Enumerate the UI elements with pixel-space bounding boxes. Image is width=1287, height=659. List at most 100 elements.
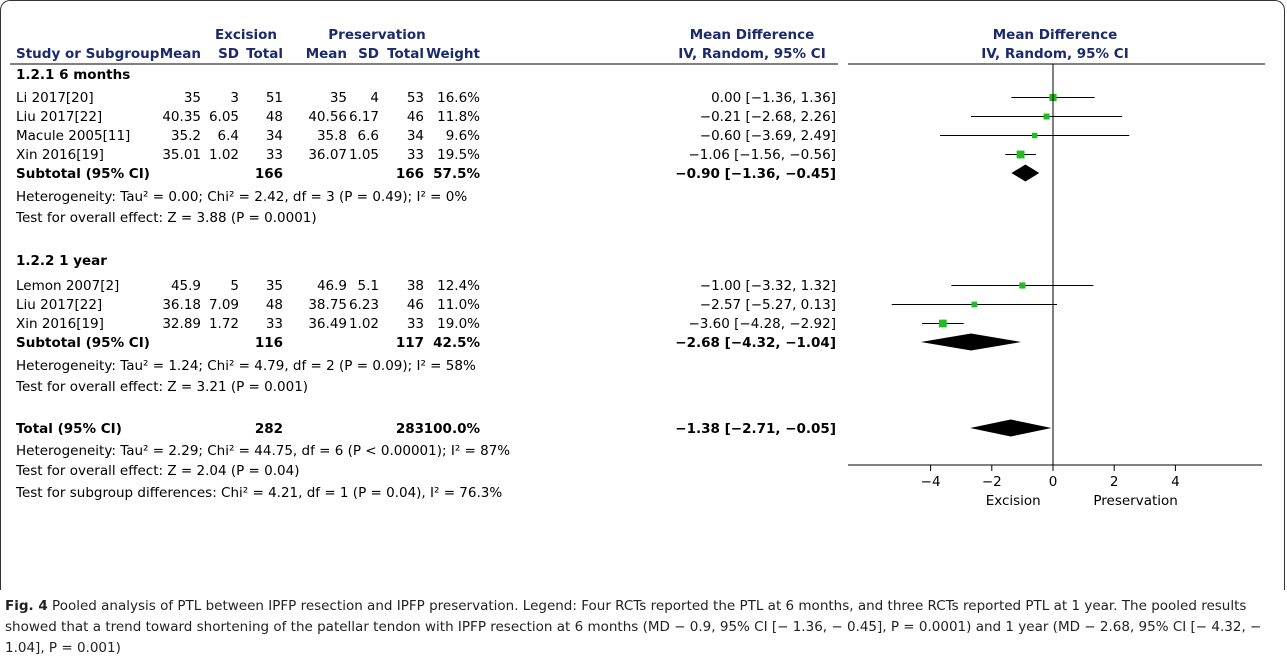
header-col-weight: Weight — [426, 46, 480, 62]
sg1-row-2-study: Xin 2016[19] — [16, 316, 104, 332]
sg1-subtotal-weight: 42.5% — [433, 335, 480, 351]
header-col-sd-preservation: SD — [358, 46, 379, 62]
x-tick-label-4: 4 — [1171, 474, 1180, 490]
sg0-row-3-ci: −1.06 [−1.56, −0.56] — [688, 147, 836, 163]
sg1-subtotal-p-total: 117 — [396, 335, 424, 351]
sg0-row-2-ci: −0.60 [−3.69, 2.49] — [700, 128, 836, 144]
sg0-row-2-p-sd: 6.6 — [358, 128, 379, 144]
header-col-mean-preservation: Mean — [306, 46, 347, 62]
sg1-row-0-e-sd: 5 — [230, 278, 239, 294]
header-group2: Preservation — [328, 27, 425, 43]
sg0-heterogeneity: Heterogeneity: Tau² = 0.00; Chi² = 2.42,… — [16, 189, 467, 205]
sg1-row-2-weight: 19.0% — [437, 316, 480, 332]
sg0-row-0-e-mean: 35 — [184, 90, 201, 106]
sg0-row-0-p-sd: 4 — [370, 90, 379, 106]
sg1-title: 1.2.2 1 year — [16, 253, 107, 269]
sg1-row-2-p-sd: 1.02 — [349, 316, 379, 332]
sg1-overall-effect: Test for overall effect: Z = 3.21 (P = 0… — [15, 379, 308, 395]
sg0-row-3-e-sd: 1.02 — [209, 147, 239, 163]
sg0-row-3-study: Xin 2016[19] — [16, 147, 104, 163]
sg1-row-1-e-sd: 7.09 — [209, 297, 239, 313]
sg1-row-2-p-total: 33 — [407, 316, 424, 332]
sg0-row-1-marker — [1043, 113, 1050, 120]
sg0-row-3-weight: 19.5% — [437, 147, 480, 163]
header-group1: Excision — [215, 27, 277, 43]
sg0-title: 1.2.1 6 months — [16, 67, 130, 83]
sg1-row-1-study: Liu 2017[22] — [16, 297, 102, 313]
sg0-subtotal-p-total: 166 — [396, 166, 424, 182]
sg1-row-0-weight: 12.4% — [437, 278, 480, 294]
x-tick-label-1: −2 — [982, 474, 1002, 490]
subgroup-differences: Test for subgroup differences: Chi² = 4.… — [15, 485, 502, 501]
sg0-row-0-p-mean: 35 — [330, 90, 347, 106]
sg0-row-0-e-total: 51 — [266, 90, 283, 106]
sg1-subtotal-ci: −2.68 [−4.32, −1.04] — [675, 335, 836, 351]
header-col-total-preservation: Total — [387, 46, 424, 62]
caption-text: Pooled analysis of PTL between IPFP rese… — [5, 598, 1262, 656]
sg1-row-1-weight: 11.0% — [437, 297, 480, 313]
header-effect-title-2: IV, Random, 95% CI — [678, 46, 825, 62]
sg0-row-3-p-sd: 1.05 — [349, 147, 379, 163]
total-study: Total (95% CI) — [16, 421, 122, 437]
sg0-overall-effect: Test for overall effect: Z = 3.88 (P = 0… — [15, 210, 317, 226]
sg1-row-1-e-total: 48 — [266, 297, 283, 313]
sg1-subtotal-study: Subtotal (95% CI) — [16, 335, 150, 351]
sg0-row-2-marker — [1031, 132, 1038, 139]
sg0-row-3-e-total: 33 — [266, 147, 283, 163]
x-tick-label-0: −4 — [921, 474, 941, 490]
favours-right-label: Preservation — [1093, 493, 1177, 509]
sg1-subtotal-diamond — [920, 333, 1022, 351]
favours-left-label: Excision — [986, 493, 1041, 509]
sg0-row-3-e-mean: 35.01 — [162, 147, 201, 163]
sg0-row-2-e-sd: 6.4 — [218, 128, 239, 144]
sg0-row-1-weight: 11.8% — [437, 109, 480, 125]
forest-plot: Excision Preservation Mean Difference Mean … — [10, 27, 1265, 509]
sg1-row-0-p-sd: 5.1 — [358, 278, 379, 294]
figure-caption: Fig. 4 Pooled analysis of PTL between IP… — [5, 596, 1280, 659]
sg1-heterogeneity: Heterogeneity: Tau² = 1.24; Chi² = 4.79,… — [16, 358, 476, 374]
sg1-row-0-p-total: 38 — [407, 278, 424, 294]
sg1-row-2-e-mean: 32.89 — [162, 316, 201, 332]
sg1-row-0-p-mean: 46.9 — [317, 278, 347, 294]
sg1-row-0-e-mean: 45.9 — [171, 278, 201, 294]
sg1-row-0-ci: −1.00 [−3.32, 1.32] — [700, 278, 836, 294]
sg0-row-1-p-total: 46 — [407, 109, 424, 125]
sg0-row-1-e-total: 48 — [266, 109, 283, 125]
sg0-row-2-p-mean: 35.8 — [317, 128, 347, 144]
sg1-row-0-marker — [1019, 282, 1026, 289]
total-diamond — [970, 419, 1052, 437]
sg0-row-1-study: Liu 2017[22] — [16, 109, 102, 125]
x-tick-label-3: 2 — [1110, 474, 1119, 490]
header-col-total-excision: Total — [246, 46, 283, 62]
sg1-row-2-e-sd: 1.72 — [209, 316, 239, 332]
sg0-subtotal-study: Subtotal (95% CI) — [16, 166, 150, 182]
header-plot-title-1: Mean Difference — [993, 27, 1118, 43]
sg0-row-2-p-total: 34 — [407, 128, 424, 144]
caption-label: Fig. 4 — [5, 598, 48, 614]
total-overall-effect: Test for overall effect: Z = 2.04 (P = 0… — [15, 463, 300, 479]
sg0-row-0-p-total: 53 — [407, 90, 424, 106]
sg1-row-2-p-mean: 36.49 — [308, 316, 347, 332]
sg0-row-3-marker — [1016, 150, 1025, 159]
header-col-mean-excision: Mean — [160, 46, 201, 62]
sg1-row-2-ci: −3.60 [−4.28, −2.92] — [688, 316, 836, 332]
figure-frame — [0, 0, 1285, 590]
sg0-row-1-e-sd: 6.05 — [209, 109, 239, 125]
x-tick-label-2: 0 — [1049, 474, 1058, 490]
sg1-row-1-marker — [971, 301, 978, 308]
sg0-row-3-p-mean: 36.07 — [308, 147, 347, 163]
sg1-row-0-study: Lemon 2007[2] — [16, 278, 119, 294]
sg0-subtotal-e-total: 166 — [255, 166, 283, 182]
sg0-row-3-p-total: 33 — [407, 147, 424, 163]
sg0-row-1-p-sd: 6.17 — [349, 109, 379, 125]
sg0-row-2-weight: 9.6% — [446, 128, 480, 144]
sg1-row-1-p-mean: 38.75 — [308, 297, 347, 313]
sg1-row-0-e-total: 35 — [266, 278, 283, 294]
sg0-row-0-study: Li 2017[20] — [16, 90, 94, 106]
sg0-row-0-ci: 0.00 [−1.36, 1.36] — [711, 90, 836, 106]
sg0-row-2-e-mean: 35.2 — [171, 128, 201, 144]
total-weight: 100.0% — [424, 421, 481, 437]
header-effect-title-1: Mean Difference — [690, 27, 815, 43]
sg0-row-1-e-mean: 40.35 — [162, 109, 201, 125]
sg1-row-1-e-mean: 36.18 — [162, 297, 201, 313]
